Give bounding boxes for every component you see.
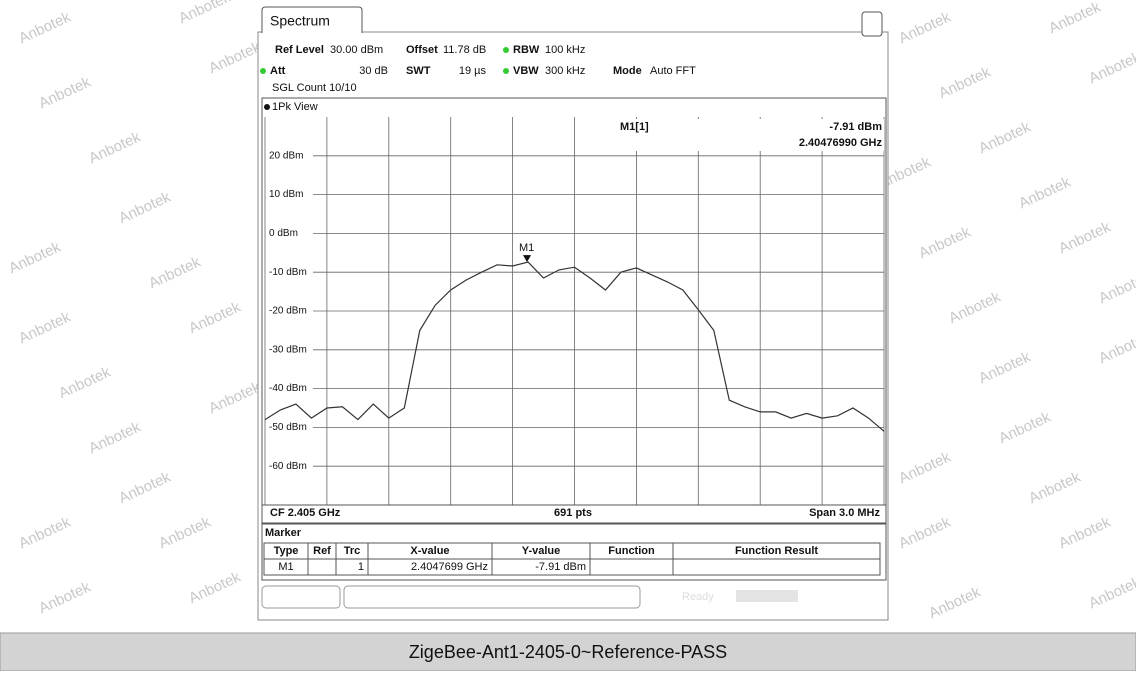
y-tick-label: -30 dBm [269,344,307,355]
value: 100 kHz [545,44,585,56]
points-label: 691 pts [554,507,592,519]
value: 300 kHz [545,65,585,77]
indicator [503,47,509,53]
column-header: Function [608,545,655,557]
marker-readout: -7.91 dBm [829,121,882,133]
label: Mode [613,65,642,77]
marker [523,255,532,263]
marker-readout: M1[1] [620,121,649,133]
label: Offset [406,44,438,56]
table-cell: 1 [358,561,364,573]
indicator [503,68,509,74]
label: RBW [513,44,540,56]
y-tick-label: -60 dBm [269,461,307,472]
progress [736,590,798,602]
y-tick-label: 10 dBm [269,189,303,200]
y-tick-label: 0 dBm [269,228,298,239]
status-field [343,585,641,609]
column-header: X-value [410,545,449,557]
label: Att [270,65,286,77]
table-cell: M1 [278,561,293,573]
label: Ref Level [275,44,324,56]
marker-table: Type Ref Trc X-value Y-value Function Function… [263,542,881,576]
y-tick-label: -10 dBm [269,267,307,278]
value: 11.78 dB [443,44,486,56]
marker-label: M1 [519,242,534,254]
status-field [261,585,341,609]
tab[interactable] [261,6,363,33]
y-tick-label: -40 dBm [269,383,307,394]
y-tick-label: -20 dBm [269,306,307,317]
y-tick-label: -50 dBm [269,422,307,433]
indicator [260,68,266,74]
marker-title: Marker [265,527,302,539]
value: 30.00 dBm [330,44,383,56]
status: Ready [682,591,714,603]
column-header: Ref [313,545,331,557]
table-cell: 2.4047699 GHz [411,561,488,573]
sgl-count: SGL Count 10/10 [272,82,357,94]
label: SWT [406,65,431,77]
label: VBW [513,65,539,77]
table-row [263,558,881,576]
table-cell: -7.91 dBm [535,561,586,573]
value: 30 dB [359,65,388,77]
y-tick-label: 20 dBm [269,150,303,161]
marker-readout: 2.40476990 GHz [799,137,883,149]
tab-label[interactable]: Spectrum [270,13,330,29]
plot-frame [261,97,887,524]
view-label: 1Pk View [272,101,318,113]
menu-button[interactable] [861,11,883,37]
indicator [264,104,270,110]
trace [264,261,885,432]
span-label: Span 3.0 MHz [809,507,880,519]
value: Auto FFT [650,65,696,77]
column-header: Trc [344,545,361,557]
value: 19 µs [459,65,487,77]
caption-bar [0,632,1136,672]
column-header: Type [274,545,299,557]
column-header: Function Result [735,545,818,557]
readout-bg [600,119,884,151]
plot: 20 dBm 10 dBm 0 dBm -10 dBm -20 dBm -30 dBm -4… [264,117,885,505]
column-header: Y-value [522,545,561,557]
caption: ZigeBee-Ant1-2405-0~Reference-PASS [409,642,727,662]
cf-label: CF 2.405 GHz [270,507,341,519]
